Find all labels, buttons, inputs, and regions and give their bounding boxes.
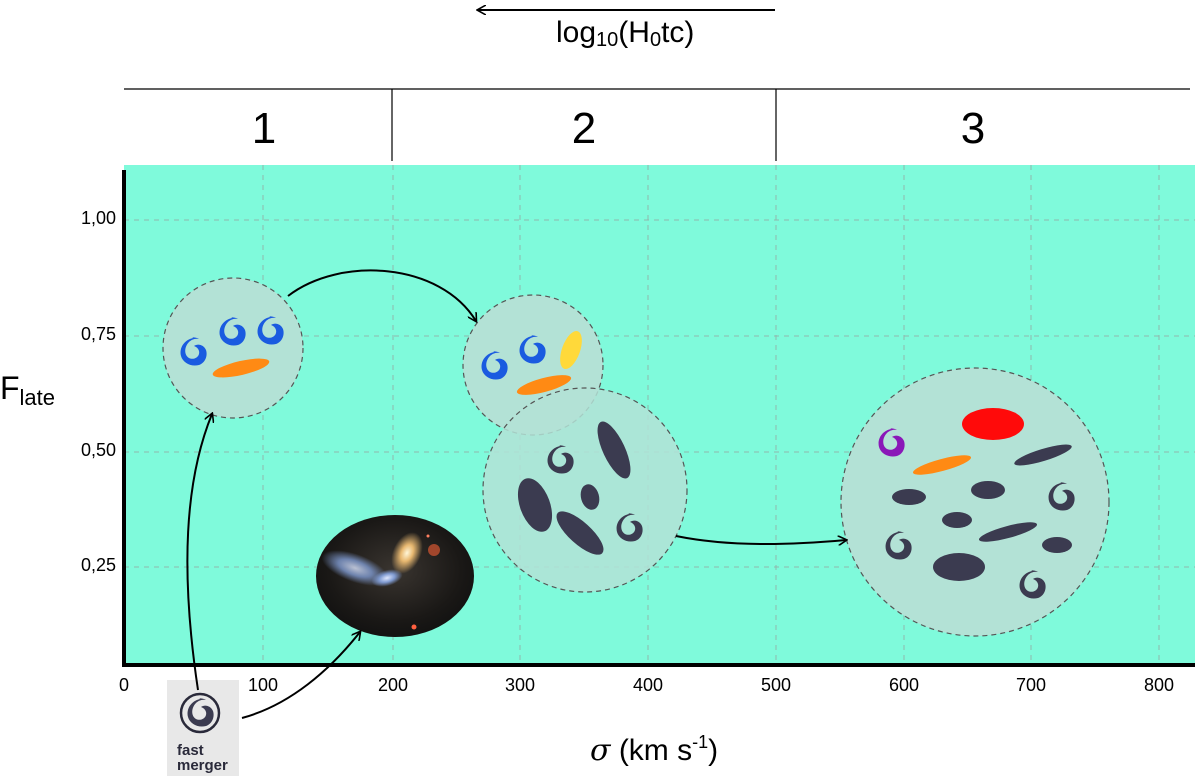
region-label-3: 3 — [960, 104, 986, 153]
elliptical-galaxy-icon — [978, 522, 1038, 542]
y-axis-label: Flate — [0, 370, 56, 410]
elliptical-galaxy-icon — [212, 358, 270, 378]
arrow-icon — [186, 414, 212, 691]
elliptical-galaxy-icon — [517, 478, 553, 532]
x-tick-label: 0 — [118, 675, 129, 695]
elliptical-galaxy-icon — [971, 481, 1005, 499]
elliptical-galaxy-icon — [962, 408, 1024, 440]
arrow-icon — [241, 632, 360, 719]
x-tick-label: 300 — [504, 675, 536, 695]
elliptical-galaxy-icon — [560, 330, 582, 370]
y-tick-label: 1,00 — [80, 208, 116, 228]
merger-photo-icon — [316, 515, 474, 637]
fast-merger-label: fast merger — [177, 742, 228, 774]
elliptical-galaxy-icon — [597, 421, 631, 479]
y-tick-label: 0,25 — [80, 555, 116, 575]
fast-merger-box — [167, 680, 239, 776]
x-tick-label: 100 — [247, 675, 279, 695]
arrow-icon — [287, 269, 476, 321]
elliptical-galaxy-icon — [516, 375, 572, 395]
elliptical-galaxy-icon — [1014, 444, 1072, 466]
arrow-icon — [675, 536, 846, 544]
fast-merger-icon — [179, 692, 221, 734]
elliptical-galaxy-icon — [942, 512, 972, 528]
group-circle-2b — [482, 387, 688, 593]
elliptical-galaxy-icon — [1042, 537, 1072, 553]
x-tick-label: 700 — [1015, 675, 1047, 695]
x-tick-label: 600 — [888, 675, 920, 695]
region-label-1: 1 — [251, 104, 277, 153]
x-tick-label: 200 — [377, 675, 409, 695]
x-tick-label: 400 — [632, 675, 664, 695]
elliptical-galaxy-icon — [556, 511, 604, 555]
y-tick-label: 0,75 — [80, 324, 116, 344]
region-label-2: 2 — [571, 104, 597, 153]
top-axis-label: log10(H0tc) — [556, 16, 695, 51]
elliptical-galaxy-icon — [912, 455, 972, 475]
group-circle-1 — [162, 277, 304, 419]
y-tick-label: 0,50 — [80, 440, 116, 460]
x-tick-label: 800 — [1143, 675, 1175, 695]
elliptical-galaxy-icon — [892, 489, 926, 505]
x-axis-label: σ (km s-1) — [590, 732, 719, 768]
elliptical-galaxy-icon — [933, 553, 985, 581]
x-tick-label: 500 — [760, 675, 792, 695]
elliptical-galaxy-icon — [580, 484, 600, 510]
group-circle-3 — [840, 367, 1110, 637]
